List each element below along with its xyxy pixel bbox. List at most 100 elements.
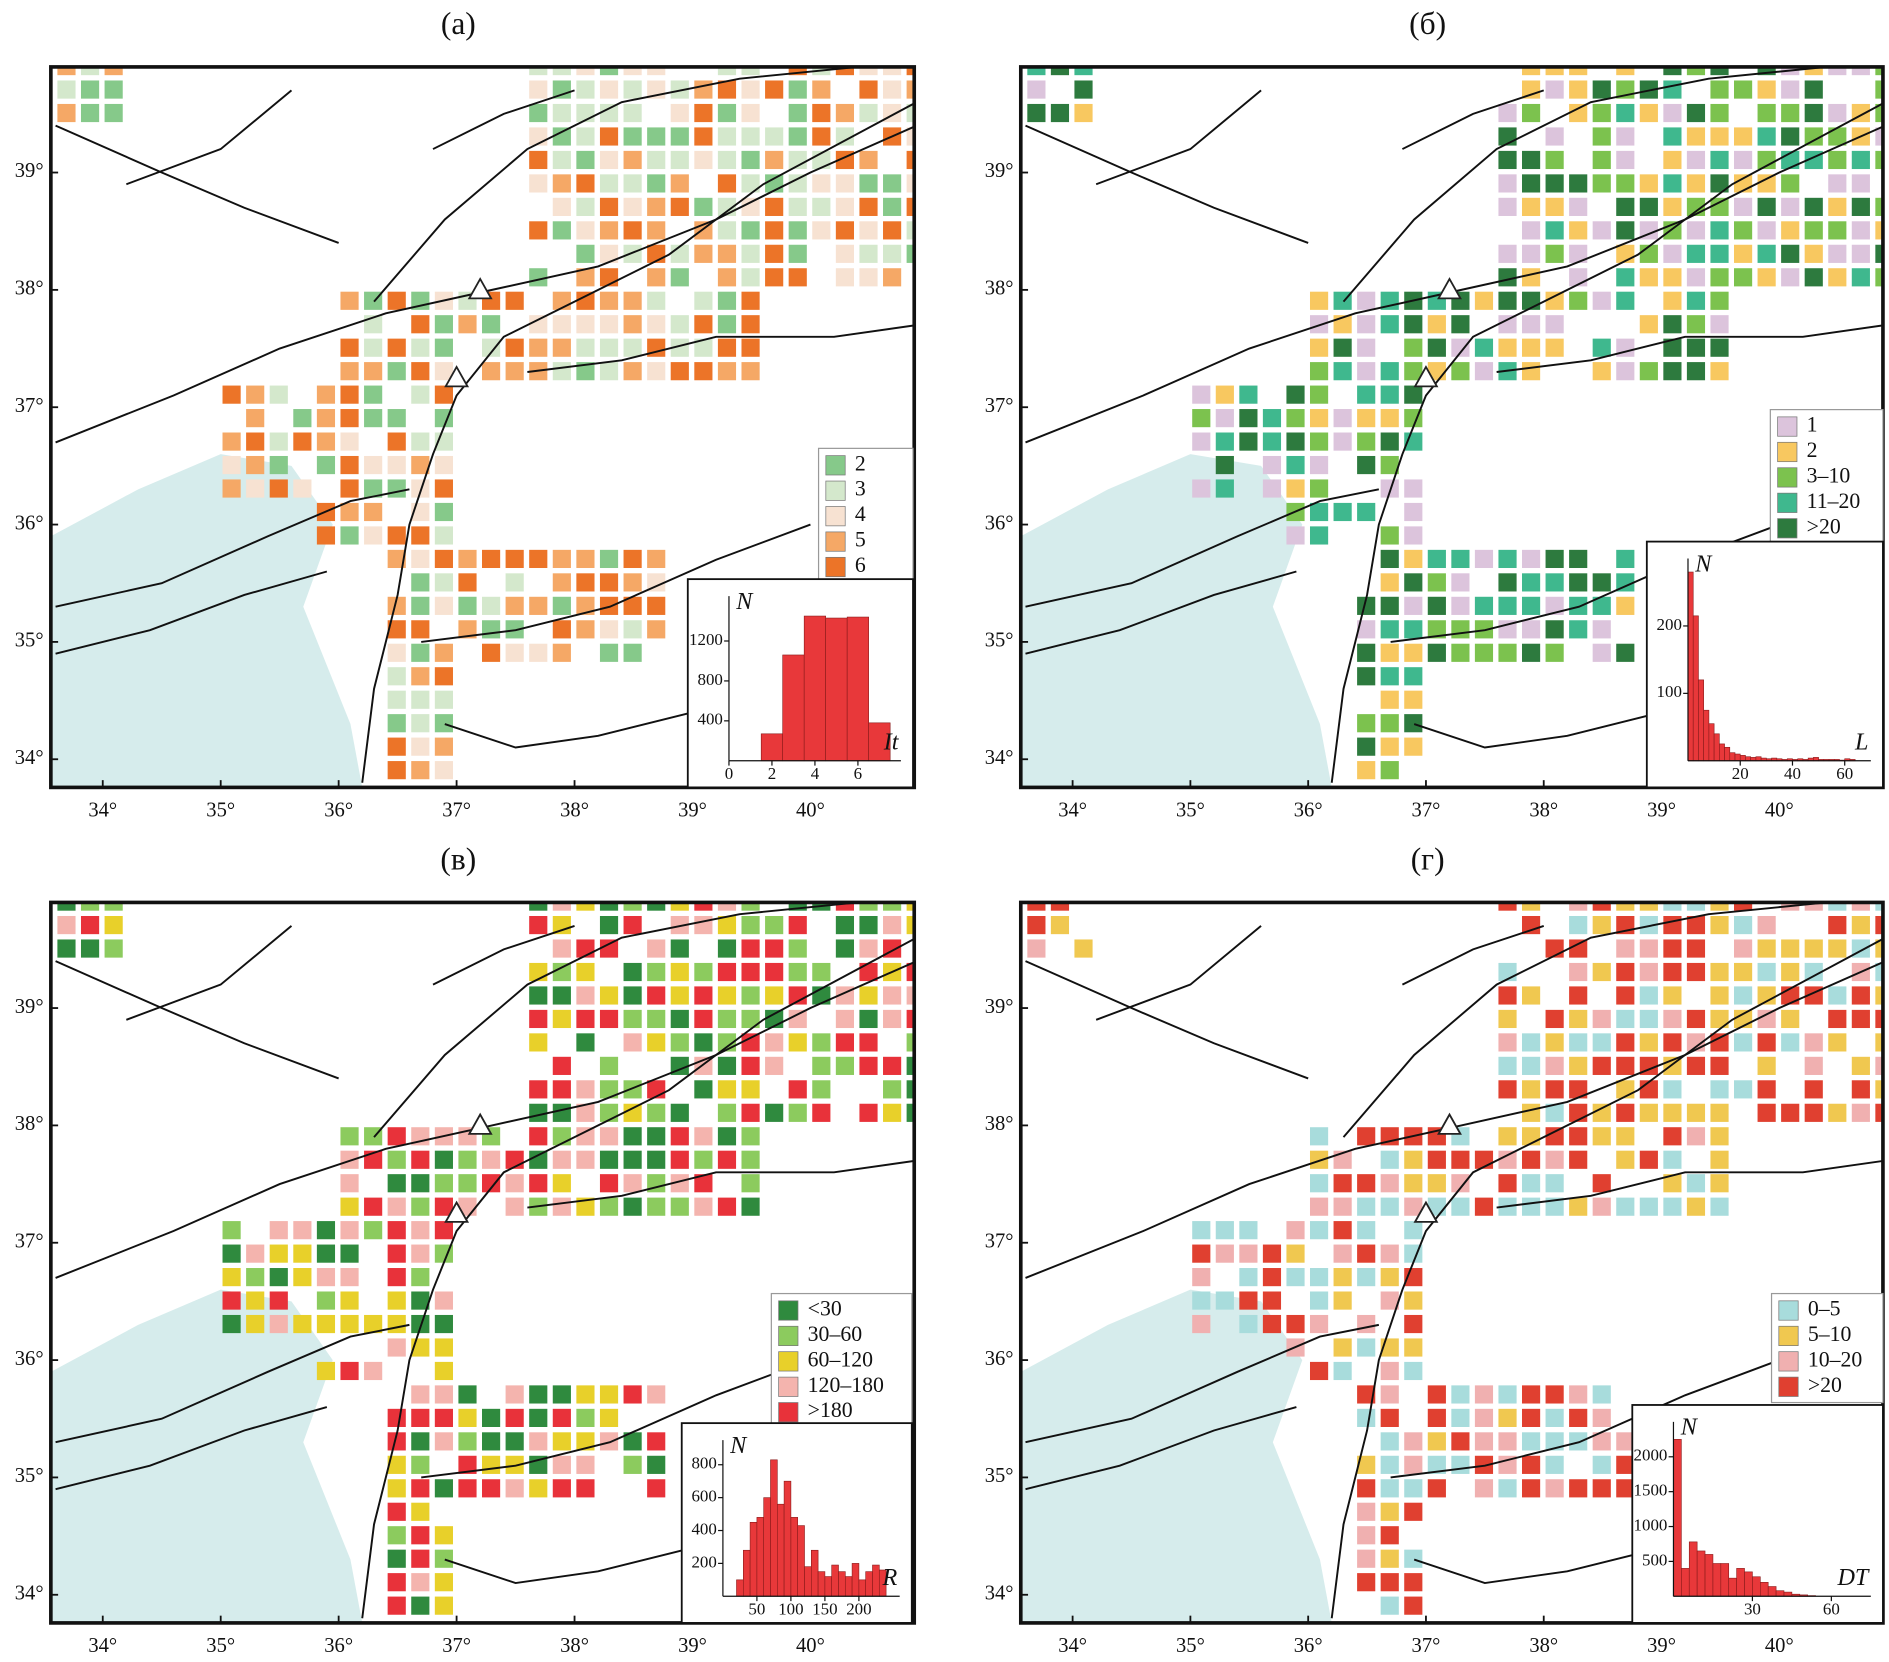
grid-cell — [1498, 549, 1517, 569]
grid-cell — [1592, 1432, 1611, 1451]
grid-cell — [1451, 549, 1470, 569]
grid-cell — [788, 197, 807, 216]
station — [1413, 1200, 1439, 1223]
grid-cell — [906, 150, 915, 170]
grid-cell — [1404, 596, 1423, 615]
grid-cell — [340, 1314, 359, 1334]
grid-cell — [80, 902, 100, 911]
grid-cell — [364, 409, 383, 428]
grid-cell — [647, 291, 666, 310]
map-frame — [1018, 900, 1885, 1625]
grid-cell — [859, 268, 878, 287]
hist-bar — [1687, 571, 1694, 762]
grid-cell — [1309, 455, 1329, 475]
grid-cell — [1686, 1009, 1706, 1029]
grid-cell — [1427, 1479, 1446, 1498]
grid-cell — [1309, 1174, 1329, 1193]
grid-cell — [1616, 1009, 1635, 1029]
grid-cell — [387, 1549, 406, 1568]
grid-cell — [741, 66, 760, 76]
grid-cell — [529, 1432, 548, 1451]
grid-cell — [1545, 338, 1564, 357]
grid-cell — [1686, 1127, 1706, 1146]
grid-cell — [599, 103, 619, 123]
grid-cell — [1663, 939, 1682, 958]
grid-cell — [1404, 573, 1423, 592]
grid-cell — [387, 1573, 406, 1592]
grid-cell — [1781, 174, 1800, 193]
grid-cell — [1710, 1056, 1729, 1075]
fault — [55, 960, 339, 1080]
y-tick-label: 34° — [15, 747, 44, 769]
grid-cell — [1616, 221, 1635, 240]
legend-swatch — [825, 455, 846, 476]
grid-cell — [859, 939, 878, 958]
grid-cell — [1498, 268, 1517, 287]
grid-cell — [1380, 1596, 1399, 1615]
grid-cell — [529, 174, 548, 193]
grid-cell — [1686, 338, 1706, 357]
grid-cell — [1545, 127, 1564, 146]
grid-cell — [222, 1268, 241, 1287]
grid-cell — [1451, 643, 1470, 662]
grid-cell — [1380, 385, 1399, 404]
grid-cell — [717, 962, 737, 982]
grid-cell — [1357, 432, 1376, 451]
grid-cell — [1380, 1150, 1399, 1169]
hist-bar — [760, 733, 783, 762]
y-tick-label: 39° — [15, 996, 44, 1018]
fault — [1496, 1159, 1883, 1209]
grid-cell — [1616, 66, 1635, 76]
grid-cell — [552, 620, 571, 639]
grid-cell — [1380, 1573, 1399, 1592]
grid-cell — [1734, 1080, 1753, 1099]
grid-cell — [1828, 1009, 1847, 1029]
grid-cell — [505, 1479, 524, 1498]
grid-cell — [670, 902, 689, 911]
grid-cell — [576, 1385, 595, 1404]
grid-cell — [104, 103, 123, 123]
grid-cell — [670, 150, 689, 170]
hist-bar — [1767, 1586, 1777, 1597]
grid-cell — [647, 1479, 666, 1498]
grid-cell — [788, 915, 807, 935]
grid-cell — [482, 620, 501, 639]
grid-cell — [1757, 221, 1776, 240]
grid-cell — [1380, 1174, 1399, 1193]
grid-cell — [1592, 1385, 1611, 1404]
grid-cell — [529, 66, 548, 76]
fault — [1025, 570, 1297, 655]
hist-bar — [872, 1564, 880, 1597]
grid-cell — [293, 1244, 312, 1263]
grid-cell — [906, 1080, 915, 1099]
grid-cell — [1616, 1127, 1635, 1146]
grid-cell — [364, 362, 383, 381]
grid-cell — [1239, 409, 1258, 428]
grid-cell — [1192, 385, 1211, 404]
grid-cell — [552, 902, 571, 911]
grid-cell — [316, 1244, 336, 1263]
grid-cell — [1521, 66, 1541, 76]
grid-cell — [434, 526, 453, 545]
grid-cell — [1616, 1479, 1635, 1498]
grid-cell — [411, 667, 430, 686]
grid-cell — [1592, 962, 1611, 982]
grid-cell — [293, 432, 312, 451]
grid-cell — [1380, 761, 1399, 780]
x-tick-label: 39° — [678, 799, 707, 821]
grid-cell — [1357, 455, 1376, 475]
grid-cell — [1663, 315, 1682, 334]
fault — [1025, 488, 1380, 608]
grid-cell — [1757, 1103, 1776, 1122]
grid-cell — [717, 1009, 737, 1029]
grid-cell — [1639, 362, 1658, 381]
grid-cell — [387, 1127, 406, 1146]
grid-cell — [1569, 1479, 1588, 1498]
grid-cell — [788, 1009, 807, 1029]
hist-y-label: N — [1680, 1414, 1699, 1441]
grid-cell — [599, 150, 619, 170]
grid-cell — [1710, 197, 1729, 216]
grid-cell — [1851, 1056, 1870, 1075]
grid-cell — [1404, 643, 1423, 662]
grid-cell — [57, 939, 76, 958]
